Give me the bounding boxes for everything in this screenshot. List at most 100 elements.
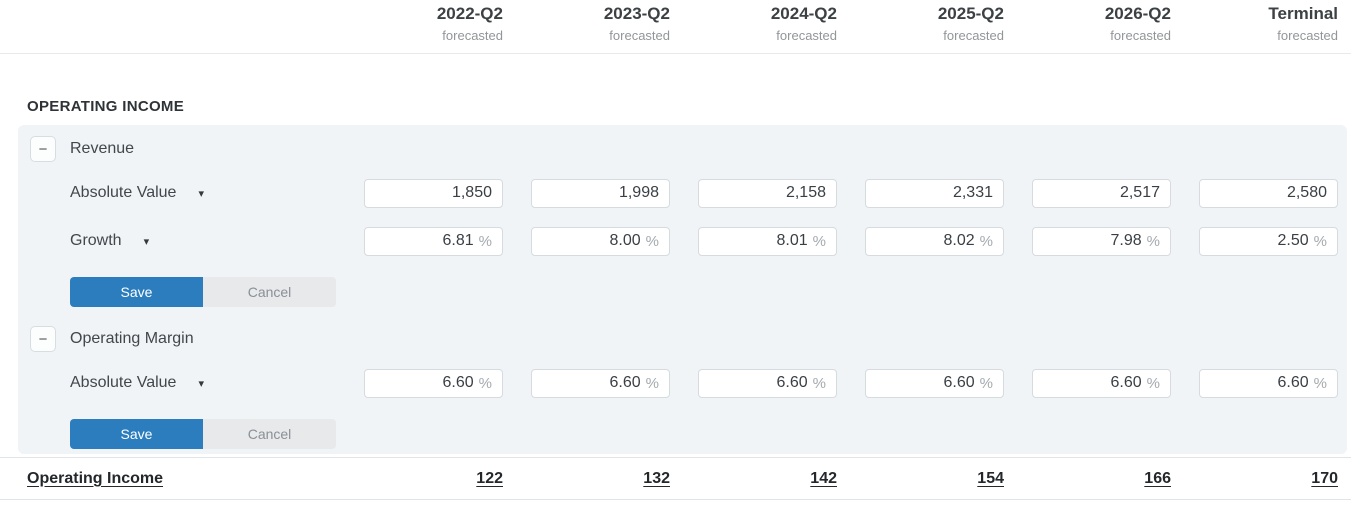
percent-suffix: % bbox=[645, 374, 659, 392]
value-text: 8.00 bbox=[609, 232, 641, 249]
value-input[interactable]: 6.60 % bbox=[1199, 368, 1338, 398]
percent-suffix: % bbox=[645, 232, 659, 250]
column-forecasted-label: forecasted bbox=[609, 28, 670, 43]
column-header-2025-q2: 2025-Q2 forecasted bbox=[865, 3, 1004, 44]
value-text: 1,998 bbox=[618, 184, 659, 201]
column-header-2024-q2: 2024-Q2 forecasted bbox=[698, 3, 837, 44]
revenue-absolute-value-row: Absolute Value ▾ 1,850 1,998 2,158 2,331… bbox=[18, 178, 1347, 208]
value-input[interactable]: 6.60 % bbox=[531, 368, 670, 398]
row-type-label: Growth bbox=[70, 232, 122, 249]
value-text: 8.01 bbox=[776, 232, 808, 249]
value-text: 2,331 bbox=[952, 184, 993, 201]
value-input[interactable]: 6.60 % bbox=[364, 368, 503, 398]
minus-icon: − bbox=[38, 330, 48, 348]
value-text: 2,517 bbox=[1119, 184, 1160, 201]
value-input[interactable]: 1,998 bbox=[531, 178, 670, 208]
value-text: 8.02 bbox=[943, 232, 975, 249]
value-input[interactable]: 7.98 % bbox=[1032, 226, 1171, 256]
operating-margin-actions: Save Cancel bbox=[70, 419, 1347, 449]
save-button[interactable]: Save bbox=[70, 419, 203, 449]
value-text: 6.60 bbox=[442, 374, 474, 391]
value-text: 6.60 bbox=[943, 374, 975, 391]
value-input[interactable]: 2,158 bbox=[698, 178, 837, 208]
value-text: 6.60 bbox=[776, 374, 808, 391]
save-button[interactable]: Save bbox=[70, 277, 203, 307]
value-input[interactable]: 8.02 % bbox=[865, 226, 1004, 256]
value-text: 2,158 bbox=[785, 184, 826, 201]
operating-income-total-row: Operating Income 122 132 142 154 166 170 bbox=[0, 457, 1351, 500]
revenue-absolute-value-dropdown[interactable]: Absolute Value ▾ bbox=[18, 183, 336, 203]
value-text: 6.60 bbox=[1277, 374, 1309, 391]
chevron-down-icon: ▾ bbox=[198, 377, 204, 390]
value-text: 2,580 bbox=[1286, 184, 1327, 201]
value-input[interactable]: 2,580 bbox=[1199, 178, 1338, 208]
column-header-2023-q2: 2023-Q2 forecasted bbox=[531, 3, 670, 44]
row-type-label: Absolute Value bbox=[70, 374, 177, 391]
row-type-label: Absolute Value bbox=[70, 184, 177, 201]
percent-suffix: % bbox=[1146, 232, 1160, 250]
cancel-button[interactable]: Cancel bbox=[203, 419, 336, 449]
minus-icon: − bbox=[38, 140, 48, 158]
column-year-label: 2026-Q2 bbox=[1104, 4, 1171, 23]
value-input[interactable]: 6.81 % bbox=[364, 226, 503, 256]
group-header-operating-margin: − Operating Margin bbox=[30, 326, 1347, 352]
percent-suffix: % bbox=[979, 374, 993, 392]
value-text: 6.81 bbox=[442, 232, 474, 249]
percent-suffix: % bbox=[1313, 232, 1327, 250]
column-forecasted-label: forecasted bbox=[442, 28, 503, 43]
column-year-label: 2024-Q2 bbox=[770, 4, 837, 23]
column-year-label: 2022-Q2 bbox=[436, 4, 503, 23]
value-input[interactable]: 6.60 % bbox=[698, 368, 837, 398]
total-value[interactable]: 122 bbox=[476, 469, 503, 487]
column-year-label: Terminal bbox=[1268, 4, 1338, 23]
percent-suffix: % bbox=[1146, 374, 1160, 392]
section-title-operating-income: OPERATING INCOME bbox=[27, 98, 185, 115]
chevron-down-icon: ▾ bbox=[198, 187, 204, 200]
column-header-terminal: Terminal forecasted bbox=[1199, 3, 1338, 44]
value-input[interactable]: 6.60 % bbox=[865, 368, 1004, 398]
cancel-button[interactable]: Cancel bbox=[203, 277, 336, 307]
header-spacer bbox=[0, 3, 336, 44]
value-input[interactable]: 2,517 bbox=[1032, 178, 1171, 208]
column-year-label: 2023-Q2 bbox=[603, 4, 670, 23]
operating-income-link[interactable]: Operating Income bbox=[27, 469, 164, 487]
column-forecasted-label: forecasted bbox=[943, 28, 1004, 43]
total-value[interactable]: 154 bbox=[977, 469, 1004, 487]
forecast-column-headers: 2022-Q2 forecasted 2023-Q2 forecasted 20… bbox=[0, 0, 1351, 54]
column-forecasted-label: forecasted bbox=[1277, 28, 1338, 43]
value-input[interactable]: 8.00 % bbox=[531, 226, 670, 256]
value-text: 6.60 bbox=[1110, 374, 1142, 391]
value-text: 1,850 bbox=[451, 184, 492, 201]
chevron-down-icon: ▾ bbox=[143, 235, 150, 248]
total-value[interactable]: 166 bbox=[1144, 469, 1171, 487]
operating-margin-absolute-value-dropdown[interactable]: Absolute Value ▾ bbox=[18, 373, 336, 393]
value-text: 6.60 bbox=[609, 374, 641, 391]
value-text: 7.98 bbox=[1110, 232, 1142, 249]
value-input[interactable]: 2.50 % bbox=[1199, 226, 1338, 256]
column-header-2022-q2: 2022-Q2 forecasted bbox=[364, 3, 503, 44]
percent-suffix: % bbox=[478, 232, 492, 250]
value-input[interactable]: 2,331 bbox=[865, 178, 1004, 208]
value-input[interactable]: 6.60 % bbox=[1032, 368, 1171, 398]
column-forecasted-label: forecasted bbox=[1110, 28, 1171, 43]
percent-suffix: % bbox=[478, 374, 492, 392]
collapse-operating-margin-button[interactable]: − bbox=[30, 326, 56, 352]
percent-suffix: % bbox=[979, 232, 993, 250]
total-value[interactable]: 170 bbox=[1311, 469, 1338, 487]
group-header-revenue: − Revenue bbox=[30, 136, 1347, 162]
percent-suffix: % bbox=[812, 232, 826, 250]
value-input[interactable]: 8.01 % bbox=[698, 226, 837, 256]
value-input[interactable]: 1,850 bbox=[364, 178, 503, 208]
revenue-growth-dropdown[interactable]: Growth ▾ bbox=[18, 231, 336, 251]
operating-income-edit-panel: − Revenue Absolute Value ▾ 1,850 1,998 2… bbox=[18, 125, 1347, 454]
value-text: 2.50 bbox=[1277, 232, 1309, 249]
column-forecasted-label: forecasted bbox=[776, 28, 837, 43]
total-value[interactable]: 132 bbox=[643, 469, 670, 487]
percent-suffix: % bbox=[1313, 374, 1327, 392]
group-label-revenue: Revenue bbox=[70, 140, 135, 157]
collapse-revenue-button[interactable]: − bbox=[30, 136, 56, 162]
total-value[interactable]: 142 bbox=[810, 469, 837, 487]
revenue-growth-row: Growth ▾ 6.81 % 8.00 % 8.01 % 8.02 % 7.9… bbox=[18, 226, 1347, 256]
percent-suffix: % bbox=[812, 374, 826, 392]
column-year-label: 2025-Q2 bbox=[937, 4, 1004, 23]
